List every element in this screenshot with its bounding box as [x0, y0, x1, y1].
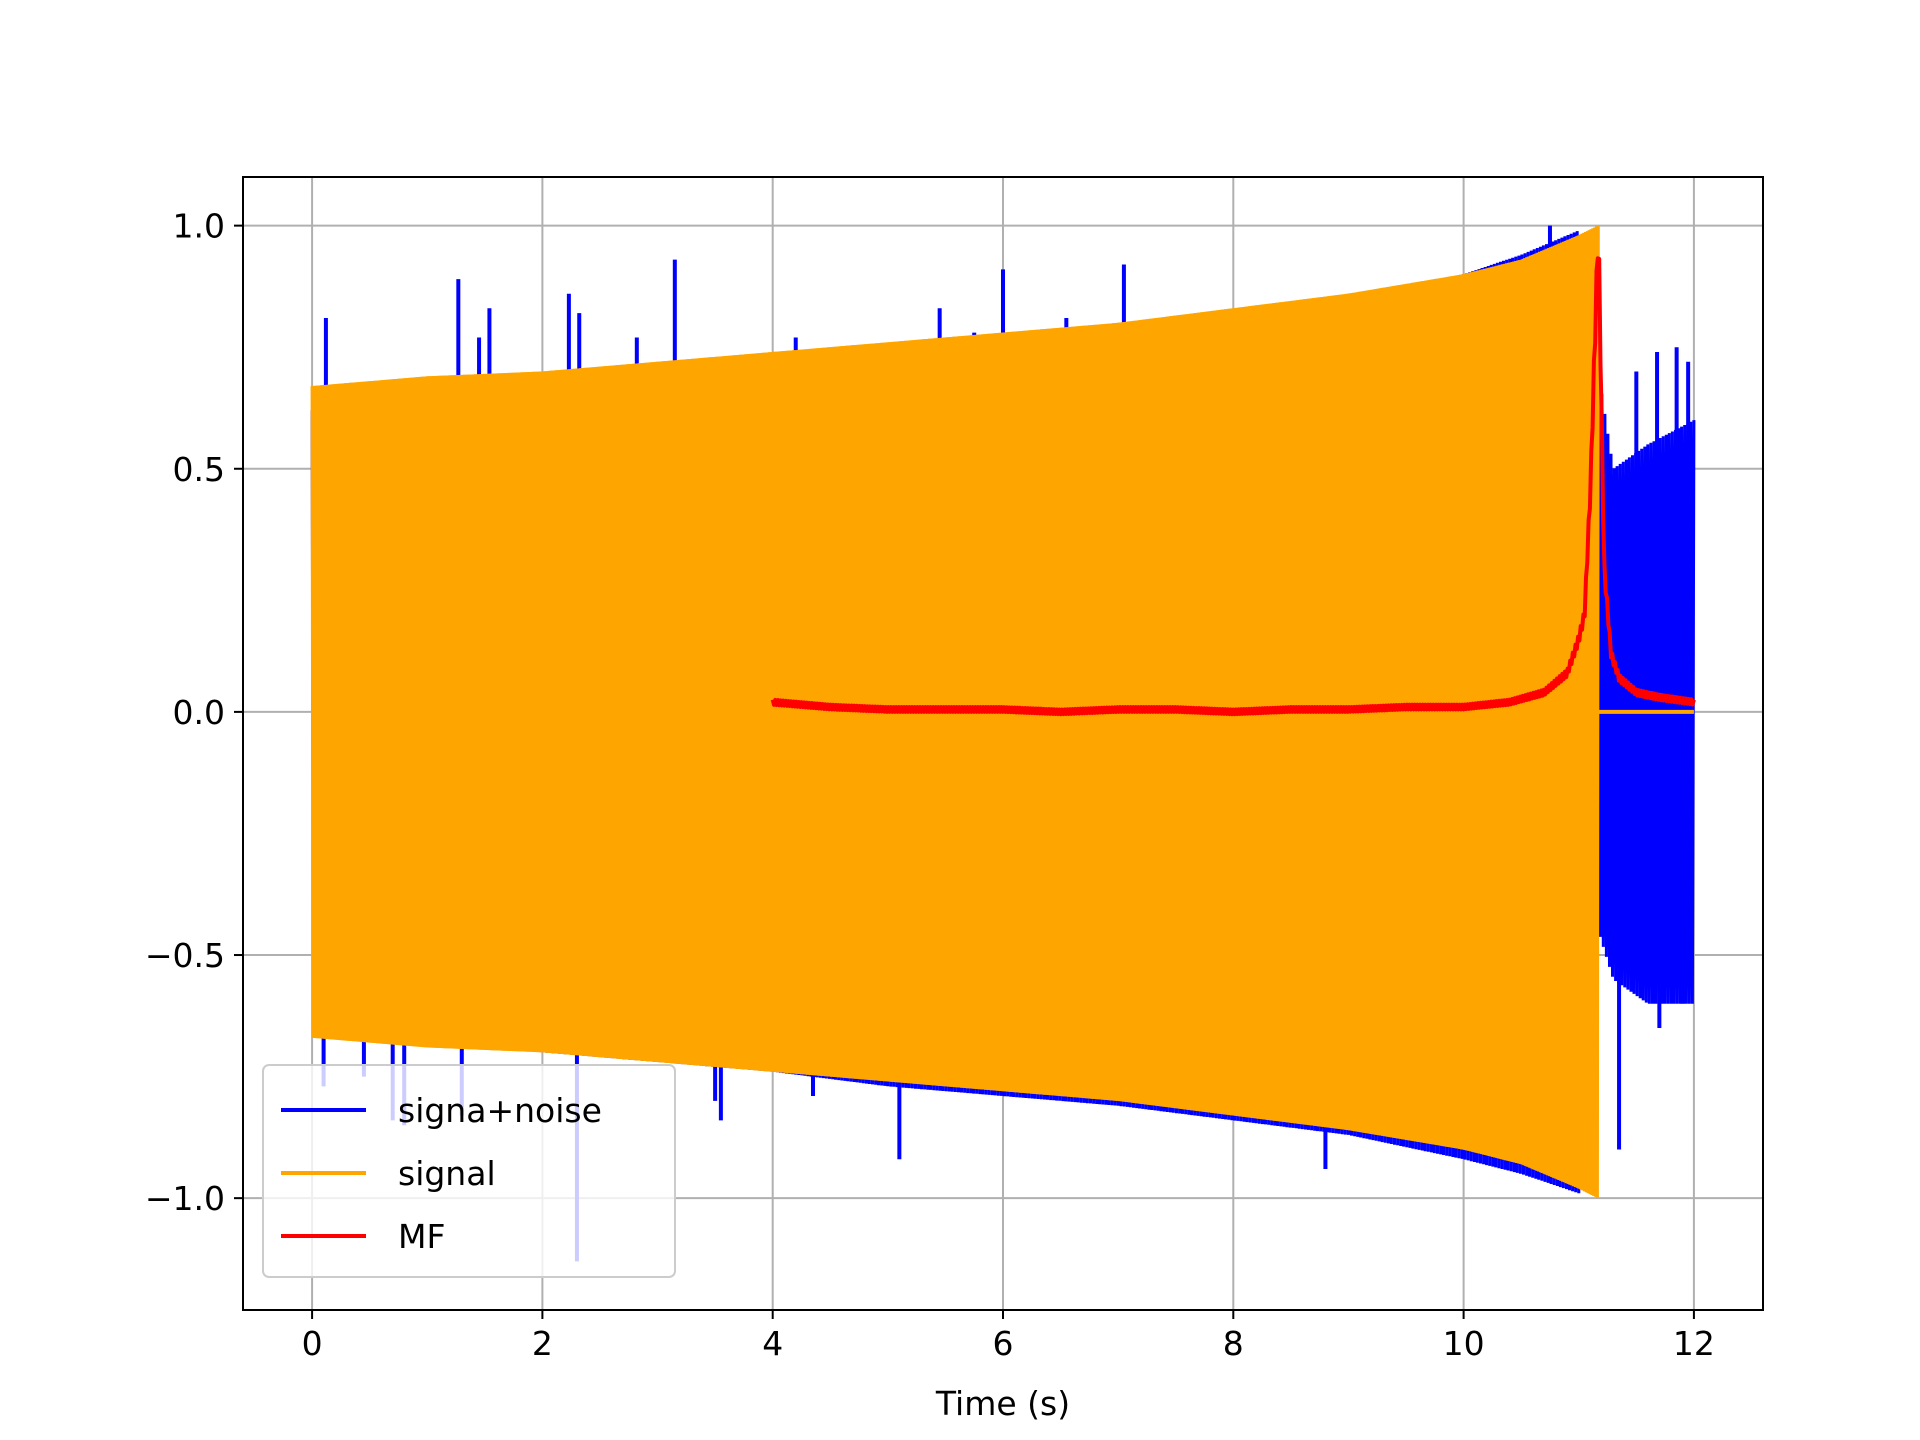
legend-label: signa+noise: [398, 1091, 602, 1130]
x-tick-label: 12: [1673, 1324, 1715, 1363]
x-tick-label: 8: [1223, 1324, 1244, 1363]
y-tick-label: 0.5: [173, 450, 225, 489]
y-tick-label: −1.0: [145, 1179, 225, 1218]
ticks: 0 2 4 6 8 10 12 −1.0 −0.5 0.0 0.5 1.0: [145, 207, 1715, 1363]
x-tick-label: 10: [1443, 1324, 1485, 1363]
series-layer: [310, 225, 1696, 1262]
x-axis-label: Time (s): [935, 1384, 1070, 1423]
legend-box: [262, 1064, 676, 1278]
x-tick-label: 2: [532, 1324, 553, 1363]
x-tick-label: 0: [302, 1324, 323, 1363]
legend-label: MF: [398, 1217, 445, 1256]
series-mf-line: [770, 256, 1696, 717]
x-tick-label: 6: [993, 1324, 1014, 1363]
y-tick-label: −0.5: [145, 936, 225, 975]
legend: signa+noise signal MF: [262, 1064, 676, 1278]
y-tick-label: 0.0: [173, 693, 225, 732]
y-tick-label: 1.0: [173, 207, 225, 246]
x-tick-label: 4: [762, 1324, 783, 1363]
legend-label: signal: [398, 1154, 496, 1193]
